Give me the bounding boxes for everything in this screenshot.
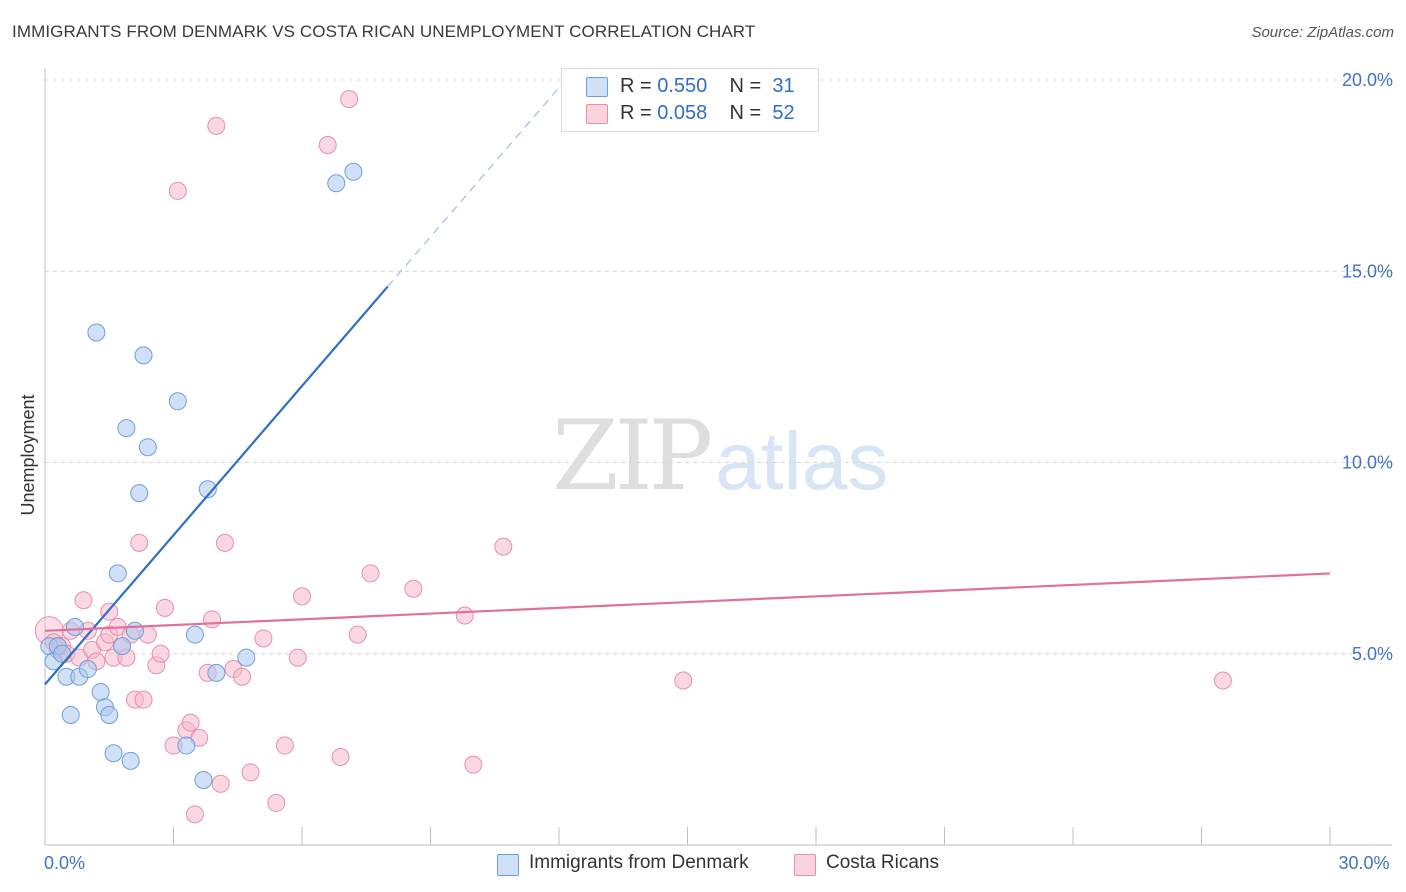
axes — [44, 68, 1392, 846]
costa-point-40 — [254, 629, 273, 648]
watermark-zip: ZIP — [552, 400, 713, 512]
costa-point-29 — [181, 713, 200, 732]
denmark-point-6 — [65, 617, 84, 636]
denmark-point-5 — [61, 705, 80, 724]
costa-point-55 — [1213, 671, 1232, 690]
denmark-point-8 — [78, 660, 97, 679]
denmark-point-24 — [198, 480, 217, 499]
costa-point-24 — [151, 644, 170, 663]
denmark-point-18 — [121, 751, 140, 770]
tick-labels: 5.0% 10.0% 15.0% 20.0% 0.0% 30.0% — [44, 70, 1393, 873]
trend-lines — [44, 87, 1331, 686]
legend-n-value: 52 — [772, 102, 795, 124]
x-tick-label-1: 30.0% — [1338, 853, 1389, 873]
costa-point-25 — [155, 598, 174, 617]
legend-n-label: N = — [729, 102, 767, 124]
denmark-trend-extension — [387, 87, 560, 287]
costa-point-54 — [674, 671, 693, 690]
costa-point-27 — [168, 181, 187, 200]
denmark-point-30 — [344, 162, 363, 181]
bottom-legend-swatch-costa-ricans — [794, 854, 816, 876]
legend-r-label: R = — [620, 75, 658, 97]
denmark-point-12 — [100, 705, 119, 724]
costa-point-41 — [267, 793, 286, 812]
costa-point-30 — [185, 805, 204, 824]
costa-point-47 — [340, 90, 359, 109]
costa-point-21 — [134, 690, 153, 709]
costa-ricans-points — [34, 90, 1232, 824]
legend-n-value: 31 — [772, 75, 795, 97]
grid-lines — [45, 79, 1392, 655]
y-tick-label-3: 20.0% — [1342, 70, 1393, 90]
denmark-point-9 — [87, 323, 106, 342]
costa-point-39 — [241, 763, 260, 782]
costa-point-43 — [288, 648, 307, 667]
costa-point-7 — [74, 591, 93, 610]
legend-r-label: R = — [620, 102, 658, 124]
costa-point-20 — [130, 533, 149, 552]
costa-point-33 — [203, 610, 222, 629]
costa-point-49 — [361, 564, 380, 583]
y-tick-label-0: 5.0% — [1352, 644, 1393, 664]
costa-point-48 — [348, 625, 367, 644]
bottom-legend-label-denmark: Immigrants from Denmark — [529, 852, 749, 873]
denmark-point-20 — [134, 346, 153, 365]
denmark-point-23 — [177, 736, 196, 755]
denmark-point-17 — [125, 621, 144, 640]
denmark-point-15 — [113, 637, 132, 656]
legend-swatch-denmark — [586, 77, 608, 97]
watermark: ZIPatlas — [552, 400, 888, 512]
denmark-point-27 — [207, 663, 226, 682]
costa-point-46 — [331, 748, 350, 767]
costa-point-44 — [293, 587, 311, 606]
legend-r-value: 0.058 — [657, 102, 708, 124]
costa-point-45 — [318, 136, 337, 155]
denmark-point-28 — [237, 648, 256, 667]
x-tick-label-0: 0.0% — [44, 853, 85, 873]
chart-title: IMMIGRANTS FROM DENMARK VS COSTA RICAN U… — [12, 22, 756, 41]
costa-point-35 — [211, 774, 230, 793]
costa-point-53 — [494, 537, 513, 556]
bottom-legend-swatch-denmark — [497, 854, 519, 876]
costa-point-34 — [207, 116, 226, 135]
denmark-trend-line — [44, 285, 389, 686]
costa-point-38 — [233, 667, 252, 686]
legend-swatch-costa-ricans — [586, 104, 608, 124]
denmark-point-29 — [327, 174, 346, 193]
y-tick-label-1: 10.0% — [1342, 453, 1393, 473]
denmark-point-26 — [194, 770, 213, 789]
legend-r-value: 0.550 — [657, 75, 708, 97]
correlation-legend: R = 0.550 N = 31 R = 0.058 N = 52 — [561, 68, 819, 132]
denmark-point-22 — [168, 392, 187, 411]
denmark-point-21 — [138, 438, 157, 457]
costa-point-50 — [404, 579, 423, 598]
denmark-point-19 — [130, 484, 149, 503]
bottom-legend-label-costa-ricans: Costa Ricans — [826, 852, 939, 873]
denmark-point-10 — [91, 683, 110, 701]
denmark-point-13 — [104, 744, 123, 763]
denmark-points — [40, 162, 363, 789]
costa-point-42 — [275, 736, 294, 755]
source-label: Source: ZipAtlas.com — [1251, 24, 1394, 41]
costa-point-36 — [215, 533, 234, 552]
denmark-point-3 — [53, 644, 72, 663]
denmark-point-16 — [117, 419, 136, 438]
costa-ricans-trend-line — [44, 572, 1331, 632]
y-tick-label-2: 15.0% — [1342, 261, 1393, 281]
costa-point-51 — [455, 606, 474, 625]
costa-point-52 — [464, 755, 483, 774]
denmark-point-14 — [108, 564, 127, 583]
watermark-atlas: atlas — [715, 416, 889, 507]
legend-n-label: N = — [729, 75, 767, 97]
y-axis-label: Unemployment — [18, 394, 38, 515]
denmark-point-25 — [185, 625, 204, 644]
